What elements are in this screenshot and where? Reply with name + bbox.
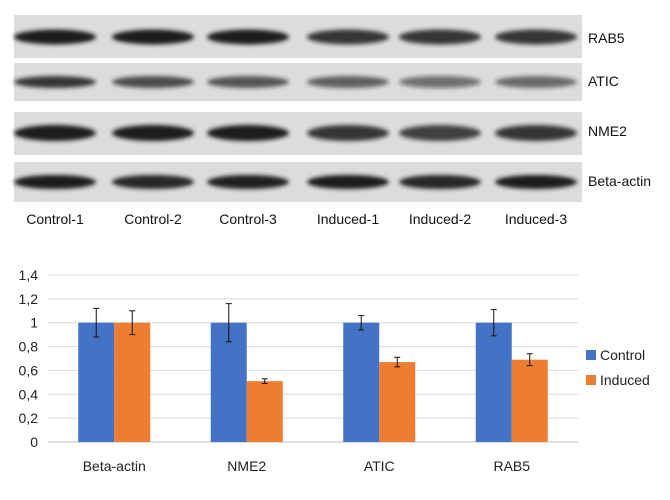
blot-band xyxy=(399,125,481,141)
bar-chart-panel: 0 0,2 0,4 0,6 0,8 1 1,2 1,4 Beta-actin NME2 ATIC RA… xyxy=(0,258,670,500)
blot-band xyxy=(207,175,289,189)
bar-induced-rab5 xyxy=(511,359,548,442)
sample-label-induced-2: Induced-2 xyxy=(408,211,472,227)
blot-band xyxy=(14,29,96,45)
bar-induced-nme2 xyxy=(246,381,283,442)
western-blot-panel: RAB5 ATIC NME2 Beta-actin Control-1 Cont… xyxy=(0,0,670,240)
blot-band xyxy=(495,125,577,141)
bar-control-beta-actin xyxy=(78,322,115,442)
legend-item-induced: Induced xyxy=(586,372,650,388)
sample-label-induced-3: Induced-3 xyxy=(504,211,568,227)
legend-label-induced: Induced xyxy=(600,372,650,388)
blot-strip-nme2 xyxy=(14,112,582,155)
y-tick-label: 0,4 xyxy=(19,386,39,402)
blot-band xyxy=(399,29,481,45)
blot-strip-atic xyxy=(14,63,582,101)
blot-band xyxy=(207,125,289,141)
blot-band xyxy=(112,175,194,189)
blot-band xyxy=(399,175,481,189)
y-tick-label: 0,8 xyxy=(19,339,39,355)
bar-induced-beta-actin xyxy=(114,322,151,442)
blot-band xyxy=(207,29,289,45)
blot-band xyxy=(14,125,96,141)
x-tick-label: ATIC xyxy=(364,458,395,474)
legend-label-control: Control xyxy=(600,347,646,363)
blot-band xyxy=(495,76,577,88)
blot-band xyxy=(112,76,194,88)
y-tick-label: 1 xyxy=(30,315,38,331)
blot-band xyxy=(207,76,289,88)
blot-strip-rab5 xyxy=(14,15,582,58)
bar-chart: 0 0,2 0,4 0,6 0,8 1 1,2 1,4 Beta-actin NME2 ATIC RA… xyxy=(19,267,578,474)
y-tick-label: 0,6 xyxy=(19,362,39,378)
protein-label-rab5: RAB5 xyxy=(588,30,625,46)
blot-band xyxy=(307,76,389,88)
blot-band xyxy=(112,29,194,45)
x-tick-label: Beta-actin xyxy=(83,458,146,474)
sample-label-induced-1: Induced-1 xyxy=(316,211,380,227)
blot-band xyxy=(307,175,389,189)
blot-band xyxy=(495,29,577,45)
legend-swatch-induced xyxy=(586,375,596,385)
y-tick-label: 1,2 xyxy=(19,291,39,307)
x-tick-label: RAB5 xyxy=(493,458,530,474)
bar-control-nme2 xyxy=(210,322,247,442)
blot-band xyxy=(307,29,389,45)
y-tick-label: 1,4 xyxy=(19,267,39,283)
legend-item-control: Control xyxy=(586,347,645,363)
blot-band xyxy=(14,175,96,189)
bar-control-atic xyxy=(343,322,380,442)
blot-band xyxy=(495,175,577,189)
blot-band xyxy=(307,125,389,141)
sample-label-control-1: Control-1 xyxy=(26,211,84,227)
blot-band xyxy=(112,125,194,141)
western-blot-image xyxy=(14,15,582,202)
blot-band xyxy=(14,76,96,88)
bar-control-rab5 xyxy=(475,322,512,442)
protein-label-nme2: NME2 xyxy=(588,123,627,139)
sample-label-control-2: Control-2 xyxy=(124,211,182,227)
x-tick-label: NME2 xyxy=(227,458,266,474)
blot-strip-beta-actin xyxy=(14,162,582,202)
legend-swatch-control xyxy=(586,350,596,360)
sample-label-control-3: Control-3 xyxy=(219,211,277,227)
protein-label-atic: ATIC xyxy=(588,73,619,89)
y-tick-label: 0 xyxy=(30,434,38,450)
bar-induced-atic xyxy=(379,362,416,442)
blot-band xyxy=(399,76,481,88)
y-tick-label: 0,2 xyxy=(19,410,39,426)
protein-label-beta-actin: Beta-actin xyxy=(588,173,652,189)
